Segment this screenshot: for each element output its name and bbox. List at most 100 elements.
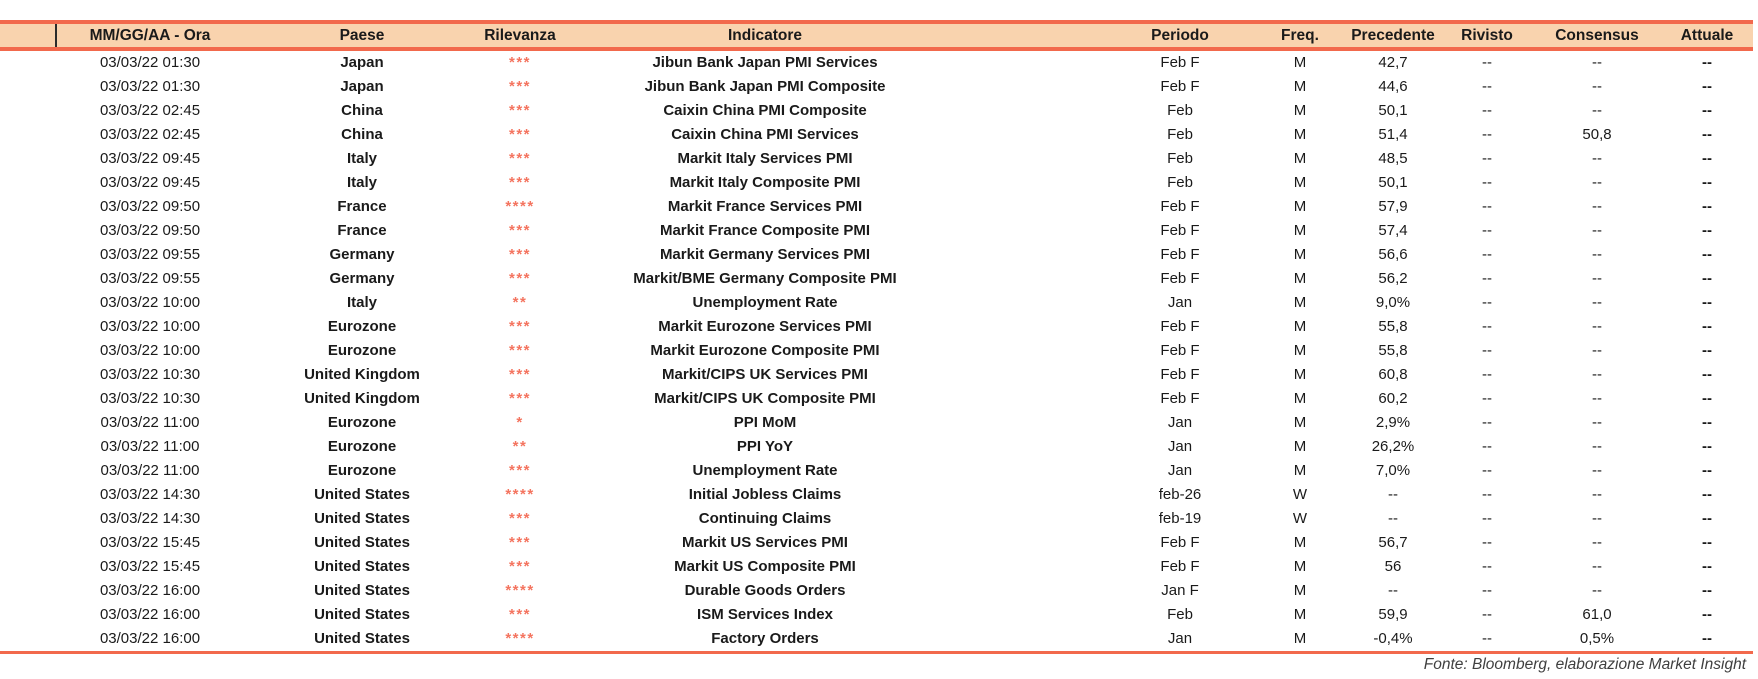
row-previous: --: [1388, 486, 1398, 503]
row-frequency: M: [1293, 342, 1307, 359]
row-previous: -0,4%: [1373, 630, 1413, 647]
table-row: 03/03/22 01:30 Japan *** Jibun Bank Japa…: [0, 51, 1753, 75]
row-relevance-stars: ***: [508, 462, 531, 479]
row-previous: 57,4: [1378, 222, 1408, 239]
row-frequency: M: [1293, 630, 1307, 647]
row-country: China: [341, 102, 383, 119]
row-actual: --: [1702, 414, 1712, 431]
header-datetime: MM/GG/AA - Ora: [89, 27, 211, 44]
row-revised: --: [1482, 222, 1492, 239]
row-actual: --: [1702, 294, 1712, 311]
header-cell-divider: [55, 24, 57, 47]
table-row: 03/03/22 14:30 United States **** Initia…: [0, 483, 1753, 507]
row-period: Feb: [1167, 150, 1193, 167]
row-revised: --: [1482, 582, 1492, 599]
row-actual: --: [1702, 150, 1712, 167]
row-period: Jan: [1167, 414, 1193, 431]
row-consensus: --: [1592, 318, 1602, 335]
row-previous: --: [1388, 582, 1398, 599]
row-period: Feb F: [1160, 390, 1200, 407]
row-revised: --: [1482, 486, 1492, 503]
row-consensus: --: [1592, 102, 1602, 119]
row-country: United States: [314, 582, 410, 599]
row-datetime: 03/03/22 10:00: [99, 342, 201, 359]
row-relevance-stars: ***: [508, 246, 531, 263]
row-indicator: PPI YoY: [736, 438, 794, 455]
row-relevance-stars: ***: [508, 510, 531, 527]
row-indicator: Unemployment Rate: [692, 294, 838, 311]
row-actual: --: [1702, 558, 1712, 575]
row-actual: --: [1702, 126, 1712, 143]
row-datetime: 03/03/22 02:45: [99, 126, 201, 143]
row-country: United States: [314, 606, 410, 623]
table-header: MM/GG/AA - Ora Paese Rilevanza Indicator…: [0, 20, 1753, 51]
row-country: United States: [314, 630, 410, 647]
row-datetime: 03/03/22 11:00: [100, 438, 200, 455]
row-country: Eurozone: [327, 438, 397, 455]
row-consensus: --: [1592, 78, 1602, 95]
table-row: 03/03/22 15:45 United States *** Markit …: [0, 555, 1753, 579]
table-row: 03/03/22 10:00 Italy ** Unemployment Rat…: [0, 291, 1753, 315]
row-country: Italy: [346, 294, 377, 311]
row-period: Feb F: [1160, 54, 1200, 71]
row-revised: --: [1482, 630, 1492, 647]
row-revised: --: [1482, 318, 1492, 335]
row-consensus: --: [1592, 366, 1602, 383]
header-actual: Attuale: [1680, 27, 1734, 44]
header-country: Paese: [339, 27, 385, 44]
row-datetime: 03/03/22 15:45: [99, 534, 201, 551]
row-datetime: 03/03/22 14:30: [99, 510, 201, 527]
source-note: Fonte: Bloomberg, elaborazione Market In…: [1423, 656, 1746, 673]
row-revised: --: [1482, 174, 1492, 191]
row-previous: 59,9: [1378, 606, 1408, 623]
row-revised: --: [1482, 246, 1492, 263]
header-revised: Rivisto: [1461, 27, 1513, 44]
row-frequency: M: [1293, 270, 1307, 287]
row-relevance-stars: ***: [508, 270, 531, 287]
row-country: Germany: [329, 270, 395, 287]
row-actual: --: [1702, 582, 1712, 599]
row-consensus: --: [1592, 486, 1602, 503]
row-frequency: M: [1293, 462, 1307, 479]
row-indicator: ISM Services Index: [697, 606, 833, 623]
row-indicator: Initial Jobless Claims: [688, 486, 842, 503]
table-body: 03/03/22 01:30 Japan *** Jibun Bank Japa…: [0, 51, 1753, 654]
row-actual: --: [1702, 606, 1712, 623]
row-country: France: [337, 222, 387, 239]
row-frequency: M: [1293, 174, 1307, 191]
row-actual: --: [1702, 222, 1712, 239]
row-indicator: Continuing Claims: [698, 510, 832, 527]
row-datetime: 03/03/22 09:50: [99, 222, 201, 239]
row-indicator: Markit Italy Composite PMI: [669, 174, 861, 191]
row-frequency: M: [1293, 78, 1307, 95]
row-period: Feb F: [1160, 366, 1200, 383]
row-relevance-stars: ***: [508, 558, 531, 575]
table-row: 03/03/22 16:00 United States *** ISM Ser…: [0, 603, 1753, 627]
row-previous: 50,1: [1378, 174, 1408, 191]
row-period: feb-19: [1158, 510, 1202, 527]
row-country: Italy: [346, 174, 377, 191]
row-country: United States: [314, 486, 410, 503]
row-revised: --: [1482, 390, 1492, 407]
row-revised: --: [1482, 438, 1492, 455]
table-row: 03/03/22 14:30 United States *** Continu…: [0, 507, 1753, 531]
row-datetime: 03/03/22 10:00: [99, 318, 201, 335]
row-frequency: W: [1292, 486, 1308, 503]
row-previous: 42,7: [1378, 54, 1408, 71]
row-previous: 56,2: [1378, 270, 1408, 287]
row-actual: --: [1702, 486, 1712, 503]
row-revised: --: [1482, 534, 1492, 551]
row-consensus: --: [1592, 150, 1602, 167]
row-actual: --: [1702, 366, 1712, 383]
table-row: 03/03/22 10:30 United Kingdom *** Markit…: [0, 363, 1753, 387]
row-country: France: [337, 198, 387, 215]
row-consensus: --: [1592, 534, 1602, 551]
row-relevance-stars: ***: [508, 390, 531, 407]
row-revised: --: [1482, 294, 1492, 311]
header-previous: Precedente: [1351, 27, 1435, 44]
row-consensus: --: [1592, 510, 1602, 527]
row-revised: --: [1482, 270, 1492, 287]
row-relevance-stars: ****: [505, 582, 535, 599]
row-frequency: M: [1293, 126, 1307, 143]
header-period: Periodo: [1151, 27, 1209, 44]
